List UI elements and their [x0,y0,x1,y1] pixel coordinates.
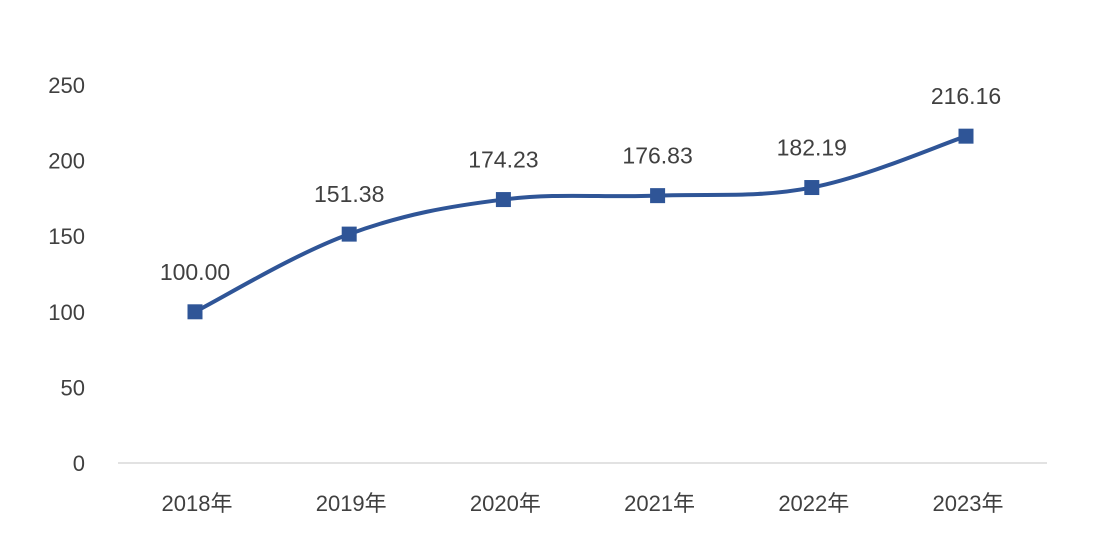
x-tick-label: 2023年 [933,491,1004,516]
x-axis-ticks: 2018年 2019年 2020年 2021年 2022年 2023年 [162,491,1004,516]
data-point-marker [341,226,357,242]
data-point-marker [187,304,203,320]
x-tick-label: 2020年 [470,491,541,516]
data-point-marker [804,180,820,196]
data-label: 174.23 [468,147,538,173]
y-tick-label: 0 [73,451,85,476]
series-markers [187,128,974,320]
data-label: 100.00 [160,259,230,285]
y-tick-label: 200 [48,149,85,174]
data-point-marker [650,188,666,204]
data-point-marker [495,192,511,208]
data-label: 176.83 [622,143,692,169]
data-point-marker [958,128,974,144]
y-tick-label: 100 [48,300,85,325]
data-label: 182.19 [777,135,847,161]
data-label: 216.16 [931,83,1001,109]
series-line [194,134,967,314]
y-axis-ticks: 0 50 100 150 200 250 [48,73,85,476]
x-tick-label: 2018年 [162,491,233,516]
x-tick-label: 2022年 [778,491,849,516]
x-tick-label: 2019年 [316,491,387,516]
y-tick-label: 250 [48,73,85,98]
x-tick-label: 2021年 [624,491,695,516]
y-tick-label: 50 [61,375,85,400]
data-label: 151.38 [314,181,384,207]
y-tick-label: 150 [48,224,85,249]
data-labels: 100.00 151.38 174.23 176.83 182.19 216.16 [160,83,1001,285]
